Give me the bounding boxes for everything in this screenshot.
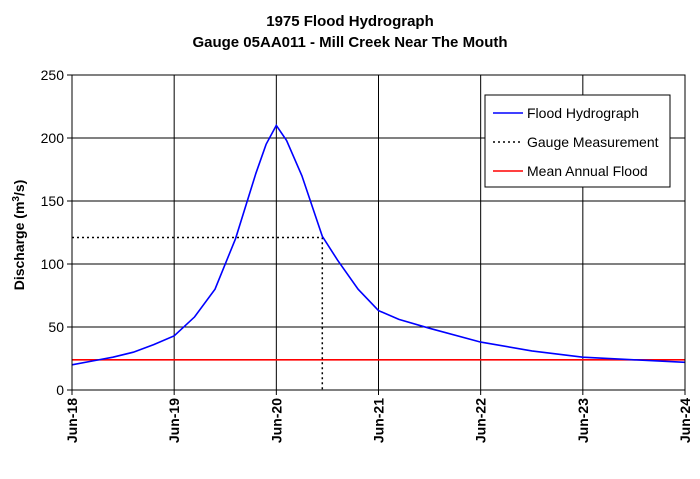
x-tick-label: Jun-20 (268, 398, 284, 443)
y-tick-label: 200 (41, 130, 65, 146)
y-tick-label: 100 (41, 256, 65, 272)
y-tick-label: 250 (41, 67, 65, 83)
x-tick-label: Jun-21 (371, 398, 387, 443)
y-axis-label-sup: 3 (11, 196, 22, 202)
legend: Flood Hydrograph Gauge Measurement Mean An… (484, 94, 671, 188)
x-tick-label: Jun-23 (575, 398, 591, 443)
y-axis-label-tail: /s) (11, 180, 27, 196)
y-tick-label: 50 (48, 319, 64, 335)
x-tick-label: Jun-24 (677, 398, 693, 443)
legend-label: Flood Hydrograph (527, 105, 639, 121)
series-layer (71, 123, 686, 390)
chart-subtitle: Gauge 05AA011 - Mill Creek Near The Mout… (192, 34, 508, 51)
chart-title: 1975 Flood Hydrograph (266, 13, 434, 30)
y-axis-label-main: Discharge (m (11, 202, 27, 291)
legend-label: Gauge Measurement (527, 134, 659, 150)
x-axis-ticks: Jun-18 Jun-19 Jun-20 Jun-21 Jun-22 Jun-23 Jun-… (64, 390, 693, 443)
y-tick-label: 150 (41, 193, 65, 209)
x-tick-label: Jun-19 (166, 398, 182, 443)
y-tick-label: 0 (56, 382, 64, 398)
plot-frame (71, 74, 686, 391)
x-tick-label: Jun-18 (64, 398, 80, 443)
y-axis-ticks: 0 50 100 150 200 250 (41, 67, 72, 398)
series-line-flood-hydrograph (71, 123, 686, 366)
x-tick-label: Jun-22 (473, 398, 489, 443)
y-axis-label: Discharge (m3/s) (11, 180, 28, 291)
legend-label: Mean Annual Flood (527, 163, 648, 179)
